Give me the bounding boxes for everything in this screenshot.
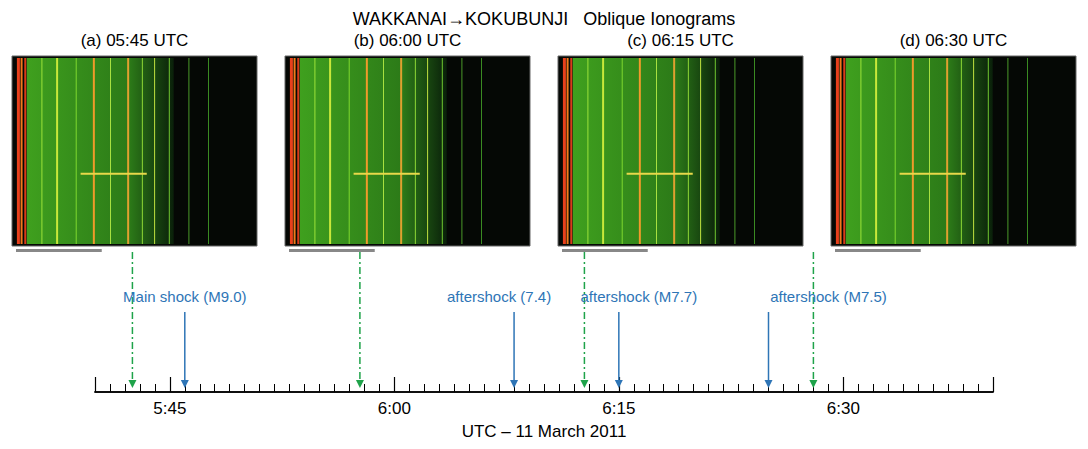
svg-text:aftershock (7.4): aftershock (7.4) [447,288,551,305]
svg-text:(c) 06:15 UTC: (c) 06:15 UTC [627,31,734,50]
svg-text:(d) 06:30 UTC: (d) 06:30 UTC [900,31,1008,50]
svg-text:6:15: 6:15 [602,399,635,418]
svg-text:(b) 06:00 UTC: (b) 06:00 UTC [354,31,462,50]
svg-text:Main shock (M9.0): Main shock (M9.0) [123,288,246,305]
svg-text:(a) 05:45 UTC: (a) 05:45 UTC [81,31,189,50]
svg-text:5:45: 5:45 [153,399,186,418]
svg-text:UTC – 11 March 2011: UTC – 11 March 2011 [462,422,627,441]
svg-text:6:30: 6:30 [827,399,860,418]
svg-text:aftershock (M7.7): aftershock (M7.7) [580,288,697,305]
svg-text:aftershock (M7.5): aftershock (M7.5) [770,288,887,305]
svg-text:6:00: 6:00 [378,399,411,418]
svg-text:WAKKANAI→KOKUBUNJI Oblique I: WAKKANAI→KOKUBUNJI Oblique Ionograms [353,9,735,29]
